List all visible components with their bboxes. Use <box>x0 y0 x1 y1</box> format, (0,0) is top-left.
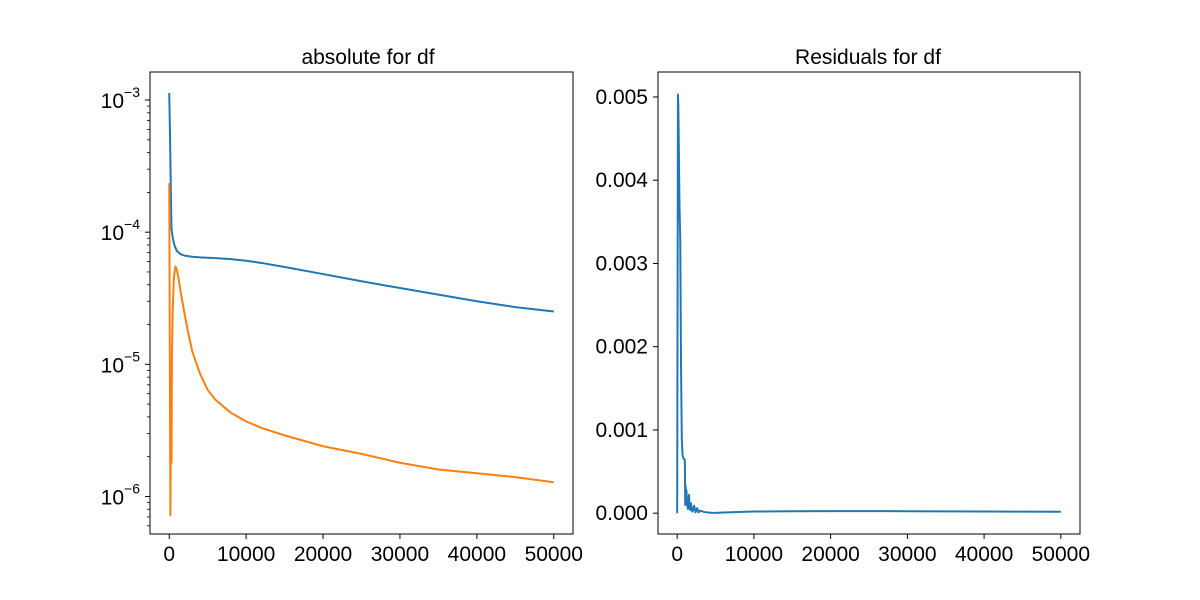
chart0-series-0-line <box>168 93 554 313</box>
chart1-y-tick-label: 0.004 <box>595 169 648 192</box>
right-chart-title: Residuals for df <box>795 46 941 69</box>
chart1-x-tick-label: 40000 <box>955 543 1013 566</box>
left-axes: 0 10000 20000 30000 40000 50000 10−6 10−5 10−4 10… <box>101 84 583 566</box>
chart1-y-tick-label: 0.000 <box>595 502 648 525</box>
chart0-series-1-line <box>168 183 554 517</box>
right-axes: 0 10000 20000 30000 40000 50000 0.000 0.001 0.00… <box>595 86 1090 566</box>
chart1-x-tick-label: 20000 <box>801 543 859 566</box>
chart1-x-tick-label: 0 <box>671 543 683 566</box>
right-plot-area <box>676 93 1061 514</box>
left-axes-frame <box>149 71 574 535</box>
left-plot-area <box>168 93 554 517</box>
chart0-x-tick-label: 10000 <box>217 543 275 566</box>
chart1-x-tick-label: 10000 <box>725 543 783 566</box>
chart0-y-tick-label: 10−6 <box>101 480 141 509</box>
chart1-series-0-line <box>676 93 1061 514</box>
chart1-y-tick-label: 0.002 <box>595 336 648 359</box>
chart1-x-tick-label: 50000 <box>1032 543 1090 566</box>
chart1-x-tick-label: 30000 <box>878 543 936 566</box>
left-chart-title: absolute for df <box>301 46 434 69</box>
right-axes-frame <box>657 71 1081 535</box>
chart0-x-tick-label: 40000 <box>448 543 506 566</box>
chart1-y-tick-label: 0.001 <box>595 419 648 442</box>
chart0-x-tick-label: 20000 <box>294 543 352 566</box>
chart0-y-tick-label: 10−3 <box>101 84 141 113</box>
left-plot: absolute for df 0 10000 20000 30000 40000 500… <box>101 46 583 566</box>
chart0-x-tick-label: 30000 <box>371 543 429 566</box>
chart0-x-tick-label: 50000 <box>525 543 583 566</box>
chart1-y-tick-label: 0.005 <box>595 86 648 109</box>
chart0-x-tick-label: 0 <box>163 543 175 566</box>
right-plot: Residuals for df 0 10000 20000 30000 40000 50… <box>595 46 1090 566</box>
chart0-y-tick-label: 10−5 <box>101 348 141 377</box>
chart0-y-tick-label: 10−4 <box>101 216 141 245</box>
chart1-y-tick-label: 0.003 <box>595 252 648 275</box>
